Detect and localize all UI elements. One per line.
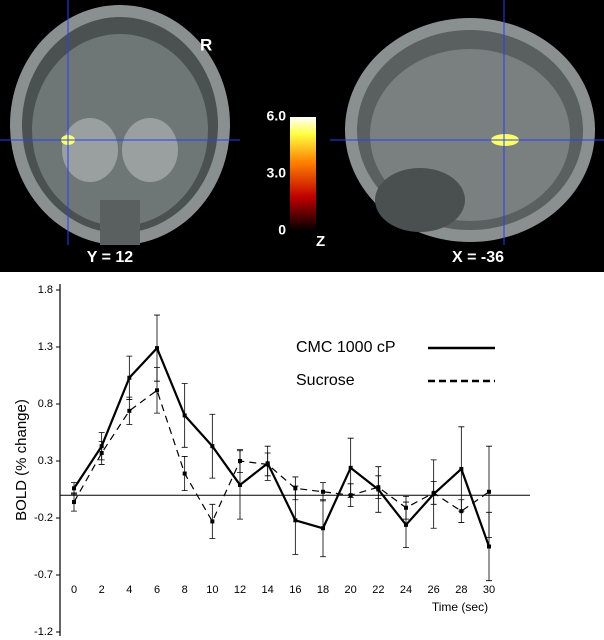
y-tick-label: -0.7 xyxy=(34,569,53,581)
series-line xyxy=(73,389,490,523)
x-tick-label: 6 xyxy=(154,584,160,596)
legend-label: Sucrose xyxy=(296,372,355,389)
point xyxy=(321,526,325,531)
point xyxy=(459,509,464,514)
x-tick-label: 26 xyxy=(428,584,440,596)
x-tick-label: 20 xyxy=(345,584,357,596)
x-axis-label: Time (sec) xyxy=(432,600,488,614)
point xyxy=(348,493,353,498)
x-tick-label: 8 xyxy=(182,584,188,596)
legend-label: CMC 1000 cP xyxy=(296,339,396,356)
coronal-label: Y = 12 xyxy=(87,249,134,266)
coronal-slice xyxy=(0,0,240,245)
colorbar-tick-label: 3.0 xyxy=(267,165,287,181)
point xyxy=(210,444,215,449)
point xyxy=(265,462,270,467)
point xyxy=(404,505,408,510)
series-line xyxy=(73,346,491,547)
point xyxy=(182,471,187,476)
colorbar-tick-label: 6.0 xyxy=(267,108,287,124)
y-tick-label: 0.8 xyxy=(38,398,53,410)
point xyxy=(99,451,104,456)
point xyxy=(182,413,187,418)
x-tick-label: 22 xyxy=(372,584,384,596)
x-tick-label: 12 xyxy=(234,584,246,596)
point xyxy=(210,519,215,524)
y-tick-label: -1.2 xyxy=(34,626,53,638)
x-tick-label: 2 xyxy=(99,584,105,596)
orientation-label: R xyxy=(200,35,212,54)
colorbar-tick-label: 0 xyxy=(278,222,286,238)
colorbar-unit: Z xyxy=(316,233,325,250)
point xyxy=(376,485,381,490)
y-tick-label: 1.8 xyxy=(38,284,53,296)
x-tick-label: 4 xyxy=(126,584,132,596)
point xyxy=(459,466,464,471)
point xyxy=(293,518,298,523)
x-tick-label: 28 xyxy=(455,584,467,596)
point xyxy=(348,465,353,470)
sagittal-slice xyxy=(330,0,604,245)
y-axis-label: BOLD (% change) xyxy=(13,399,30,521)
y-tick-label: -0.2 xyxy=(34,512,53,524)
point xyxy=(72,500,76,505)
point xyxy=(404,522,408,527)
point xyxy=(238,459,242,463)
x-tick-label: 0 xyxy=(71,584,77,596)
x-tick-label: 18 xyxy=(317,584,329,596)
point xyxy=(321,489,325,494)
point xyxy=(127,408,132,413)
x-tick-label: 10 xyxy=(206,584,218,596)
point xyxy=(155,346,159,351)
x-tick-label: 14 xyxy=(262,584,274,596)
x-tick-label: 16 xyxy=(289,584,301,596)
sagittal-label: X = -36 xyxy=(452,249,504,266)
x-tick-label: 24 xyxy=(400,584,412,596)
y-tick-label: 0.3 xyxy=(38,455,53,467)
y-tick-label: 1.3 xyxy=(38,341,53,353)
point xyxy=(238,482,242,487)
colorbar xyxy=(290,117,316,231)
point xyxy=(127,375,132,380)
point xyxy=(487,489,491,494)
point xyxy=(72,486,76,491)
point xyxy=(155,388,159,393)
point xyxy=(293,486,298,491)
point xyxy=(487,544,491,549)
x-tick-label: 30 xyxy=(483,584,495,596)
point xyxy=(431,490,436,495)
